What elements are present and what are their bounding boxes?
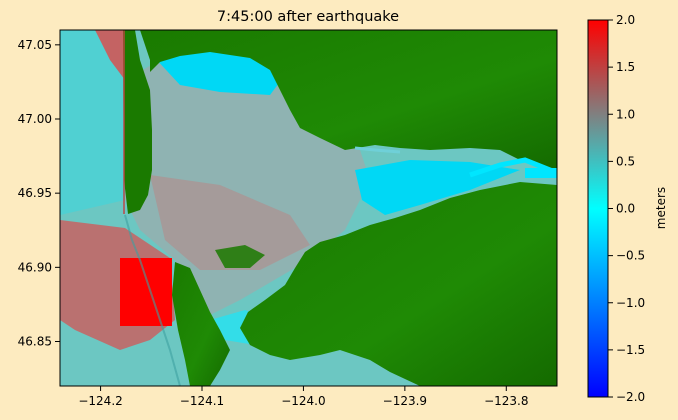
colorbar-tick-label: 1.0 [616, 107, 635, 121]
shoreline-noise [124, 214, 181, 386]
colorbar-tick-label: 1.5 [616, 60, 635, 74]
river-east [469, 157, 556, 178]
x-tick-label: −124.2 [78, 394, 122, 408]
colorbar-label: meters [654, 187, 668, 229]
y-tick-label: 46.95 [18, 186, 52, 200]
x-axis: −124.2 −124.1 −124.0 −123.9 −123.8 [78, 386, 528, 408]
plot-frame [59, 29, 558, 387]
colorbar-tick-label: −1.0 [616, 296, 645, 310]
y-tick-label: 46.90 [18, 260, 52, 274]
island [215, 245, 265, 268]
land-east [240, 182, 557, 386]
bay-reddish-patch [150, 175, 310, 270]
y-tick-label: 47.05 [18, 38, 52, 52]
colorbar-tick-label: −1.5 [616, 343, 645, 357]
y-tick-label: 46.85 [18, 335, 52, 349]
bay-north-cyan [155, 50, 285, 95]
colorbar-tick-label: 0.5 [616, 154, 635, 168]
river-north [354, 146, 401, 154]
spit-north [123, 30, 152, 214]
x-tick-label: −123.8 [484, 394, 528, 408]
plot-title: 7:45:00 after earthquake [217, 9, 399, 25]
land-southwest [172, 262, 230, 386]
y-axis: 47.05 47.00 46.95 46.90 46.85 [18, 38, 60, 349]
land-north [140, 30, 557, 170]
colorbar-gradient [587, 19, 609, 398]
offshore-red-block [120, 258, 172, 326]
x-tick-label: −124.0 [281, 394, 325, 408]
colorbar-tick-label: 2.0 [616, 13, 635, 27]
x-tick-label: −124.1 [180, 394, 224, 408]
colorbar-tick-label: −0.5 [616, 249, 645, 263]
offshore-red-zone-north [95, 30, 125, 80]
colorbar: 2.0 1.5 1.0 0.5 0.0 −0.5 −1.0 −1.5 −2.0 meters [587, 13, 668, 404]
colorbar-tick-label: −2.0 [616, 390, 645, 404]
colorbar-tick-label: 0.0 [616, 202, 635, 216]
river-east-mouth [525, 168, 557, 178]
colorbar-ticks: 2.0 1.5 1.0 0.5 0.0 −0.5 −1.0 −1.5 −2.0 [608, 13, 645, 404]
offshore-cyan-zone [60, 30, 125, 215]
x-tick-label: −123.9 [383, 394, 427, 408]
map-panel[interactable] [60, 30, 557, 386]
y-tick-label: 47.00 [18, 112, 52, 126]
